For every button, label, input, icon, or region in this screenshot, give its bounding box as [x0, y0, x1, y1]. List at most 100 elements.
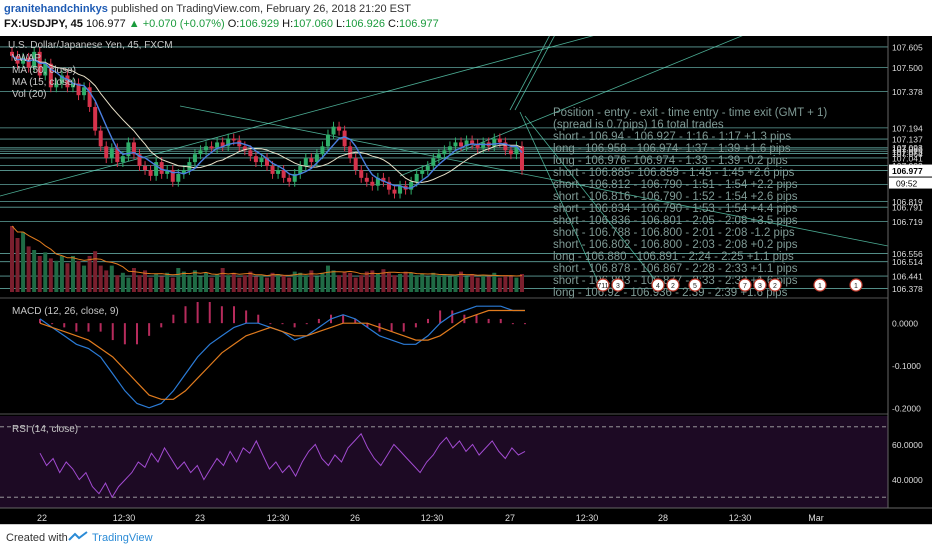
volume-bar: [459, 271, 464, 292]
macd-hist-bar: [245, 310, 248, 324]
publish-line: granitehandchinkys published on TradingV…: [4, 3, 411, 15]
volume-bar: [259, 275, 264, 292]
rsi-tick-label: 60.0000: [892, 440, 923, 450]
macd-hist-bar: [111, 323, 114, 341]
trade-badge-icon: [611, 278, 625, 292]
candle-body: [270, 166, 275, 174]
macd-hist-bar: [63, 323, 66, 328]
candle-body: [409, 181, 414, 190]
candle-body: [21, 57, 26, 64]
legend-vwap[interactable]: VWAP: [12, 53, 41, 64]
close-value: 106.977: [399, 18, 439, 30]
volume-bar: [320, 272, 325, 292]
macd-hist-bar: [123, 323, 126, 345]
volume-bar: [21, 232, 26, 292]
candle-body: [342, 130, 347, 147]
price-tick-label: 107.093: [892, 143, 923, 153]
price-tick-label: 107.086: [892, 145, 923, 155]
volume-bar: [447, 276, 452, 292]
macd-hist-bar: [305, 323, 308, 325]
candle-body: [259, 158, 264, 163]
macd-hist-bar: [99, 323, 102, 332]
candle-body: [215, 142, 220, 149]
legend-vol[interactable]: Vol (20): [12, 89, 46, 100]
author-link[interactable]: granitehandchinkys: [4, 3, 108, 15]
macd-tick-label: 0.0000: [892, 319, 918, 329]
macd-hist-bar: [196, 302, 199, 324]
legend-macd[interactable]: MACD (12, 26, close, 9): [12, 306, 119, 317]
countdown-label: 09:52: [896, 179, 918, 189]
trade-badge-icon: [768, 278, 782, 292]
macd-hist-bar: [427, 318, 429, 324]
last-price-tag: [889, 164, 932, 177]
chart-area[interactable]: U.S. Dollar/Japanese Yen, 45, FXCM VWAP …: [0, 36, 932, 524]
candle-body: [43, 63, 48, 76]
legend-ma15[interactable]: MA (15, close): [12, 77, 76, 88]
time-tick-label: Mar: [808, 513, 824, 523]
legend-ma50[interactable]: MA (50, close): [12, 65, 76, 76]
candle-body: [470, 140, 475, 145]
rsi-background: [0, 416, 888, 508]
candle-body: [220, 142, 225, 147]
volume-bar: [93, 251, 98, 292]
candle-body: [187, 162, 192, 170]
trade-log-line: long - 106.880 - 106.891 - 2:24 - 2:25 +…: [553, 251, 794, 263]
trade-badge-label: 2: [773, 283, 777, 290]
trendline: [524, 115, 661, 287]
candle-body: [464, 140, 469, 147]
candle-body: [131, 142, 136, 155]
high-value: 107.060: [293, 18, 333, 30]
macd-hist-bar: [439, 310, 442, 324]
volume-bar: [87, 256, 92, 292]
volume-bar: [104, 270, 109, 292]
close-label: C:: [388, 18, 400, 30]
tradingview-link[interactable]: TradingView: [92, 532, 153, 544]
legend-rsi[interactable]: RSI (14, close): [12, 424, 78, 435]
trade-badge-icon: [738, 278, 752, 292]
volume-bar: [226, 275, 231, 292]
candle-body: [165, 169, 170, 174]
macd-tick-label: -0.2000: [892, 403, 921, 413]
volume-bar: [370, 270, 375, 292]
price-tick-label: 107.500: [892, 63, 923, 73]
candle-body: [126, 142, 131, 157]
volume-bar: [287, 277, 292, 292]
volume-bar: [32, 250, 37, 292]
volume-bar: [54, 260, 59, 292]
macd-hist-bar: [148, 323, 151, 336]
price-axis[interactable]: 107.605107.500107.378107.194107.137107.0…: [889, 42, 932, 294]
trade-log-line: short - 106.816 - 106.790 - 1:52 - 1:54 …: [553, 191, 798, 203]
volume-bar: [159, 276, 164, 292]
macd-hist-bar: [342, 314, 345, 324]
time-tick-label: 12:30: [729, 513, 752, 523]
macd-series-line: [39, 309, 525, 400]
candle-body: [370, 181, 375, 186]
volume-bar: [375, 274, 380, 292]
trade-badge-icon: [813, 278, 827, 292]
last-price: 106.977: [85, 18, 126, 30]
rsi-tick-label: 40.0000: [892, 475, 923, 485]
volume-bar: [204, 272, 209, 292]
time-tick-label: 23: [195, 513, 205, 523]
candle-body: [431, 158, 436, 167]
volume-bar: [109, 265, 114, 292]
macd-hist-bar: [233, 306, 235, 324]
candle-body: [481, 142, 486, 149]
open-value: 106.929: [239, 18, 280, 30]
time-tick-label: 12:30: [421, 513, 444, 523]
volume-bar: [48, 258, 53, 292]
volume-bar: [154, 274, 159, 292]
candle-body: [359, 169, 364, 178]
volume-bar: [298, 272, 303, 292]
time-axis[interactable]: 22 12:30 23 12:30 26 12:30 27 12:30 28 12:30 Mar: [37, 513, 824, 523]
volume-bar: [508, 276, 513, 292]
volume-bar: [425, 276, 430, 292]
rsi-axis: 60.0000 40.0000: [892, 440, 923, 485]
macd-hist-bar: [317, 318, 320, 324]
macd-hist-bar: [281, 323, 284, 325]
candle-body: [497, 138, 502, 143]
price-tick-label: 107.064: [892, 149, 923, 159]
volume-bar: [453, 275, 458, 292]
time-tick-label: 26: [350, 513, 360, 523]
volume-bar: [409, 272, 414, 292]
